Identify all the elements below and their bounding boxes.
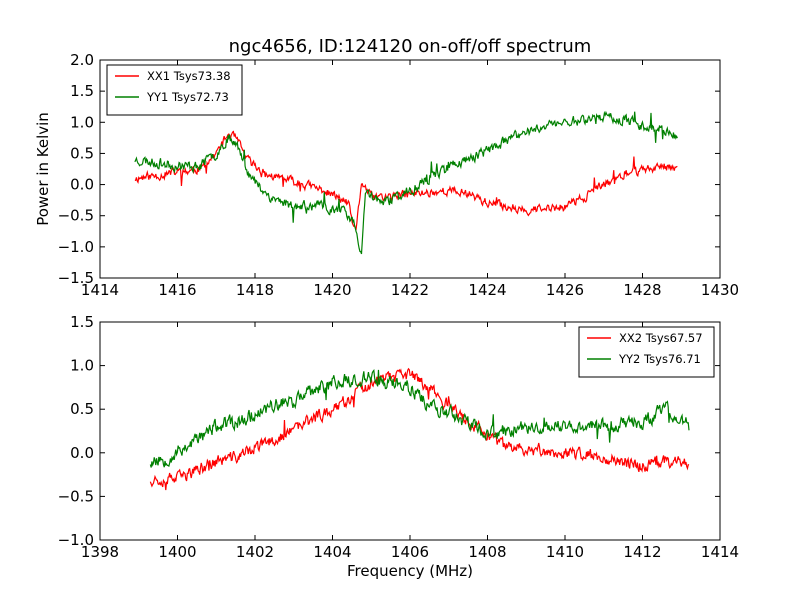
series-line-2: [134, 110, 678, 255]
series-line-1: [149, 367, 690, 491]
y-tick-label: 0.0: [70, 176, 94, 194]
x-tick-label: 1408: [468, 543, 506, 561]
x-tick-label: 1418: [236, 281, 274, 299]
x-tick-label: 1402: [236, 543, 274, 561]
legend: XX2 Tsys67.57 YY2 Tsys76.71: [578, 326, 715, 378]
y-tick-label: 0.5: [70, 400, 94, 418]
x-tick-label: 1400: [158, 543, 196, 561]
series-line-2: [149, 368, 690, 468]
x-tick-label: 1428: [623, 281, 661, 299]
y-tick-label: 1.0: [70, 357, 94, 375]
x-tick-label: 1424: [468, 281, 506, 299]
y-tick-label: −0.5: [58, 207, 94, 225]
legend-label: YY1 Tsys72.73: [146, 90, 229, 104]
y-tick-label: 1.0: [70, 113, 94, 131]
x-axis-label: Frequency (MHz): [347, 562, 473, 580]
y-tick-label: −1.5: [58, 269, 94, 287]
legend: XX1 Tsys73.38 YY1 Tsys72.73: [106, 64, 243, 116]
x-tick-label: 1412: [623, 543, 661, 561]
x-tick-label: 1416: [158, 281, 196, 299]
x-tick-label: 1404: [313, 543, 351, 561]
y-tick-label: −1.0: [58, 238, 94, 256]
y-tick-label: −0.5: [58, 487, 94, 505]
x-tick-label: 1420: [313, 281, 351, 299]
legend-box: [578, 326, 715, 378]
x-tick-label: 1414: [701, 543, 739, 561]
x-tick-label: 1398: [81, 543, 119, 561]
x-tick-label: 1406: [391, 543, 429, 561]
legend-label: XX1 Tsys73.38: [147, 69, 231, 83]
x-tick-label: 1414: [81, 281, 119, 299]
y-tick-label: 1.5: [70, 82, 94, 100]
y-axis-label: Power in Kelvin: [34, 112, 52, 226]
x-tick-label: 1430: [701, 281, 739, 299]
x-tick-label: 1426: [546, 281, 584, 299]
y-tick-label: −1.0: [58, 531, 94, 549]
legend-label: YY2 Tsys76.71: [618, 352, 701, 366]
figure-title: ngc4656, ID:124120 on-off/off spectrum: [229, 36, 592, 57]
x-tick-label: 1410: [546, 543, 584, 561]
series-line-1: [134, 130, 678, 231]
y-tick-label: 0.0: [70, 444, 94, 462]
y-tick-label: 1.5: [70, 313, 94, 331]
legend-label: XX2 Tsys67.57: [619, 331, 703, 345]
y-tick-label: 0.5: [70, 144, 94, 162]
y-tick-label: 2.0: [70, 51, 94, 69]
legend-box: [106, 64, 243, 116]
top-spectrum-plot: 1414 1416 1418 1420 1422 1424 1426 1428 1430 −1.5…: [34, 51, 739, 299]
x-tick-label: 1422: [391, 281, 429, 299]
bottom-spectrum-plot: 1398 1400 1402 1404 1406 1408 1410 1412 1414 −1.0…: [58, 313, 740, 580]
